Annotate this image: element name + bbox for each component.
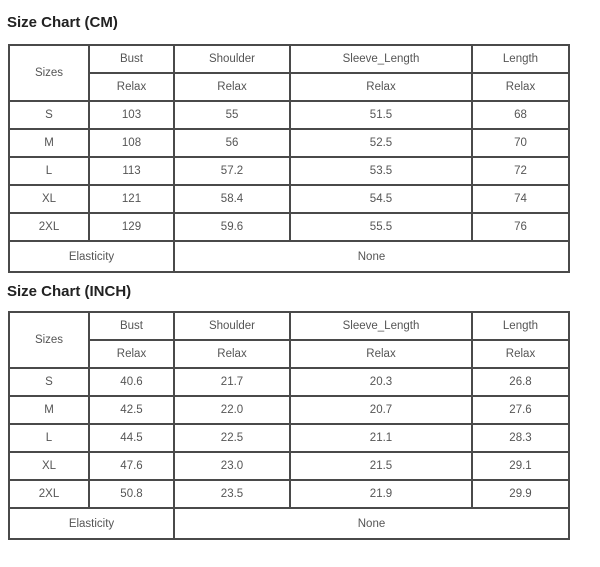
fit-subheader: Relax: [289, 72, 473, 102]
fit-subheader: Relax: [471, 339, 570, 369]
size-cell: 2XL: [8, 212, 90, 242]
measurement-cell: 29.1: [471, 451, 570, 481]
elasticity-row: Elasticity None: [8, 507, 570, 540]
fit-subheader: Relax: [173, 339, 291, 369]
column-header: Sleeve_Length: [289, 311, 473, 341]
measurement-cell: 22.0: [173, 395, 291, 425]
measurement-cell: 23.5: [173, 479, 291, 509]
measurement-cell: 129: [88, 212, 175, 242]
measurement-cell: 70: [471, 128, 570, 158]
fit-subheader: Relax: [289, 339, 473, 369]
measurement-cell: 21.7: [173, 367, 291, 397]
column-header: Shoulder: [173, 311, 291, 341]
measurement-cell: 56: [173, 128, 291, 158]
column-header: Sleeve_Length: [289, 44, 473, 74]
size-cell: L: [8, 156, 90, 186]
size-cell: XL: [8, 184, 90, 214]
elasticity-label: Elasticity: [8, 240, 175, 273]
table-row: 2XL 129 59.6 55.5 76: [8, 212, 570, 242]
table-row: M 108 56 52.5 70: [8, 128, 570, 158]
measurement-cell: 20.7: [289, 395, 473, 425]
size-cell: M: [8, 395, 90, 425]
measurement-cell: 47.6: [88, 451, 175, 481]
elasticity-value: None: [173, 507, 570, 540]
measurement-cell: 28.3: [471, 423, 570, 453]
measurement-cell: 42.5: [88, 395, 175, 425]
measurement-cell: 74: [471, 184, 570, 214]
measurement-cell: 76: [471, 212, 570, 242]
sizes-header: Sizes: [8, 311, 90, 369]
header-row: Sizes Bust Shoulder Sleeve_Length Length: [8, 311, 570, 369]
size-cell: L: [8, 423, 90, 453]
column-header: Bust: [88, 311, 175, 341]
column-header: Length: [471, 311, 570, 341]
measurement-cell: 23.0: [173, 451, 291, 481]
subheader-row: Relax Relax Relax Relax: [9, 72, 570, 102]
size-table-cm: Sizes Bust Shoulder Sleeve_Length Length Rela…: [8, 44, 570, 273]
measurement-cell: 55: [173, 100, 291, 130]
measurement-cell: 21.5: [289, 451, 473, 481]
fit-subheader: Relax: [88, 72, 175, 102]
measurement-cell: 55.5: [289, 212, 473, 242]
fit-subheader: Relax: [173, 72, 291, 102]
measurement-cell: 44.5: [88, 423, 175, 453]
table-row: 2XL 50.8 23.5 21.9 29.9: [8, 479, 570, 509]
table-row: XL 121 58.4 54.5 74: [8, 184, 570, 214]
measurement-cell: 72: [471, 156, 570, 186]
measurement-cell: 20.3: [289, 367, 473, 397]
table-row: L 44.5 22.5 21.1 28.3: [8, 423, 570, 453]
measurement-cell: 68: [471, 100, 570, 130]
size-table-inch: Sizes Bust Shoulder Sleeve_Length Length Rela…: [8, 311, 570, 540]
table-row: L 113 57.2 53.5 72: [8, 156, 570, 186]
size-cell: XL: [8, 451, 90, 481]
measurement-cell: 52.5: [289, 128, 473, 158]
measurement-cell: 58.4: [173, 184, 291, 214]
fit-subheader: Relax: [471, 72, 570, 102]
measurement-cell: 59.6: [173, 212, 291, 242]
elasticity-value: None: [173, 240, 570, 273]
table-row: XL 47.6 23.0 21.5 29.1: [8, 451, 570, 481]
measurement-cell: 113: [88, 156, 175, 186]
measurement-cell: 21.1: [289, 423, 473, 453]
measurement-cell: 50.8: [88, 479, 175, 509]
size-cell: M: [8, 128, 90, 158]
table-row: M 42.5 22.0 20.7 27.6: [8, 395, 570, 425]
measurement-cell: 103: [88, 100, 175, 130]
measurement-cell: 22.5: [173, 423, 291, 453]
measurement-cell: 121: [88, 184, 175, 214]
measurement-cell: 108: [88, 128, 175, 158]
measurement-cell: 54.5: [289, 184, 473, 214]
measurement-cell: 29.9: [471, 479, 570, 509]
chart-title-cm: Size Chart (CM): [7, 14, 118, 31]
size-cell: 2XL: [8, 479, 90, 509]
header-row: Sizes Bust Shoulder Sleeve_Length Length: [8, 44, 570, 102]
subheader-row: Relax Relax Relax Relax: [9, 339, 570, 369]
table-row: S 103 55 51.5 68: [8, 100, 570, 130]
measurement-cell: 27.6: [471, 395, 570, 425]
measurement-cell: 21.9: [289, 479, 473, 509]
measurement-cell: 57.2: [173, 156, 291, 186]
measurement-cell: 51.5: [289, 100, 473, 130]
elasticity-row: Elasticity None: [8, 240, 570, 273]
measurement-cell: 53.5: [289, 156, 473, 186]
sizes-header: Sizes: [8, 44, 90, 102]
chart-title-inch: Size Chart (INCH): [7, 283, 132, 300]
table-row: S 40.6 21.7 20.3 26.8: [8, 367, 570, 397]
column-header: Shoulder: [173, 44, 291, 74]
column-header: Length: [471, 44, 570, 74]
fit-subheader: Relax: [88, 339, 175, 369]
column-header: Bust: [88, 44, 175, 74]
size-cell: S: [8, 367, 90, 397]
measurement-cell: 40.6: [88, 367, 175, 397]
size-cell: S: [8, 100, 90, 130]
elasticity-label: Elasticity: [8, 507, 175, 540]
measurement-cell: 26.8: [471, 367, 570, 397]
